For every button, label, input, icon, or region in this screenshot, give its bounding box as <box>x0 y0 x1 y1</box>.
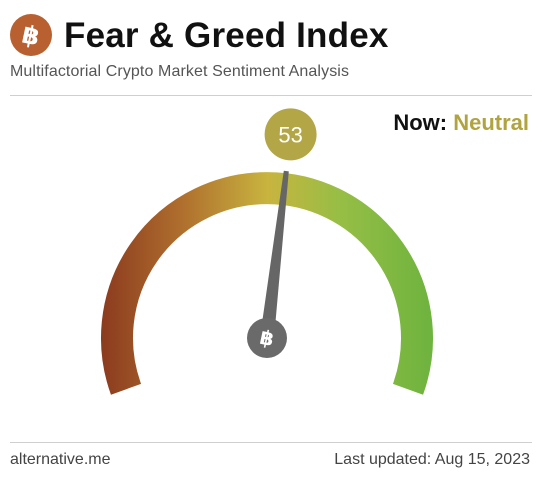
footer-divider <box>10 442 532 443</box>
now-label: Now: <box>393 110 448 135</box>
svg-text:฿: ฿ <box>19 21 42 49</box>
gauge-needle <box>260 170 289 339</box>
header: ฿ Fear & Greed Index <box>10 12 389 58</box>
bitcoin-hub-icon: ฿ <box>258 325 277 351</box>
value-bubble <box>264 108 317 161</box>
gauge-arc <box>101 172 433 395</box>
current-status: Now: Neutral <box>393 110 529 136</box>
bitcoin-logo-icon: ฿ <box>10 14 52 56</box>
last-updated: Last updated: Aug 15, 2023 <box>334 451 530 468</box>
needle-hub <box>247 318 287 358</box>
header-divider <box>10 95 532 96</box>
page-subtitle: Multifactorial Crypto Market Sentiment A… <box>10 63 350 80</box>
page-title: Fear & Greed Index <box>64 15 389 55</box>
source-label: alternative.me <box>10 451 111 468</box>
gauge-value: 53 <box>278 122 302 147</box>
now-value: Neutral <box>453 110 529 135</box>
